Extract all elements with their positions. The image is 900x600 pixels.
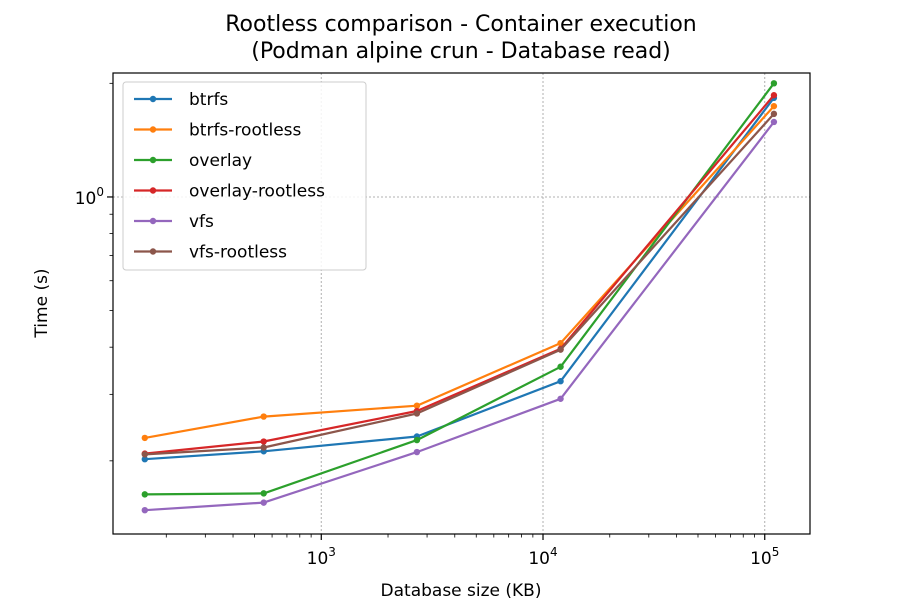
data-point-overlay-rootless [260,438,267,445]
data-point-overlay [413,436,421,444]
series-vfs-rootless [141,110,778,458]
data-point-vfs [770,118,778,126]
legend-label-btrfs-rootless: btrfs-rootless [189,121,302,141]
legend-marker-btrfs-rootless [149,126,157,133]
legend-marker-vfs [149,217,157,225]
series-vfs [141,118,778,514]
legend-label-vfs-rootless: vfs-rootless [189,243,287,263]
data-point-vfs [141,506,149,514]
plot-series [141,80,778,514]
data-point-btrfs-rootless [141,434,149,442]
data-point-overlay [141,491,149,498]
data-point-overlay [557,363,564,370]
legend-item-vfs-rootless: vfs-rootless [134,243,287,263]
legend-item-overlay: overlay [134,151,252,171]
data-point-btrfs [557,378,564,385]
legend-label-vfs: vfs [189,212,214,232]
data-point-vfs-rootless [413,410,421,417]
legend-marker-vfs-rootless [149,248,157,255]
x-tick-label: 103 [307,545,336,569]
legend-label-overlay-rootless: overlay-rootless [189,182,325,202]
legend-marker-overlay [149,156,157,164]
data-point-btrfs-rootless [413,402,421,409]
data-point-vfs-rootless [770,110,778,118]
data-point-btrfs [141,456,149,463]
x-tick-label: 105 [750,545,779,569]
y-axis-label: Time (s) [32,268,52,338]
data-point-btrfs-rootless [260,413,267,420]
data-point-vfs [557,395,564,402]
data-point-vfs-rootless [141,451,149,458]
data-point-vfs-rootless [557,346,564,353]
data-point-vfs [413,448,421,456]
data-point-vfs-rootless [260,444,267,451]
legend-item-btrfs-rootless: btrfs-rootless [134,121,302,141]
data-point-overlay [770,80,778,87]
legend-label-overlay: overlay [189,151,252,171]
legend: btrfs btrfs-rootless overlay overlay-rootle… [122,81,367,271]
data-point-vfs [260,499,267,506]
x-axis-label: Database size (KB) [381,581,542,600]
chart-title-line-1: Rootless comparison - Container executio… [225,12,697,37]
axis-ticks: 103 104 105 100 [75,82,779,569]
data-point-btrfs-rootless [770,102,778,110]
x-tick-label: 104 [528,545,557,569]
legend-marker-btrfs [149,95,157,103]
legend-frame [122,81,367,271]
chart-title-line-2: (Podman alpine crun - Database read) [251,39,671,64]
data-point-overlay-rootless [770,92,778,99]
y-tick-label: 100 [75,185,104,209]
legend-label-btrfs: btrfs [189,90,228,110]
data-point-overlay [260,490,267,497]
legend-item-overlay-rootless: overlay-rootless [134,182,325,202]
plot-frame [112,72,811,535]
legend-item-vfs: vfs [134,212,214,232]
data-point-btrfs-rootless [557,339,564,347]
legend-marker-overlay-rootless [149,187,157,194]
legend-item-btrfs: btrfs [134,90,228,110]
